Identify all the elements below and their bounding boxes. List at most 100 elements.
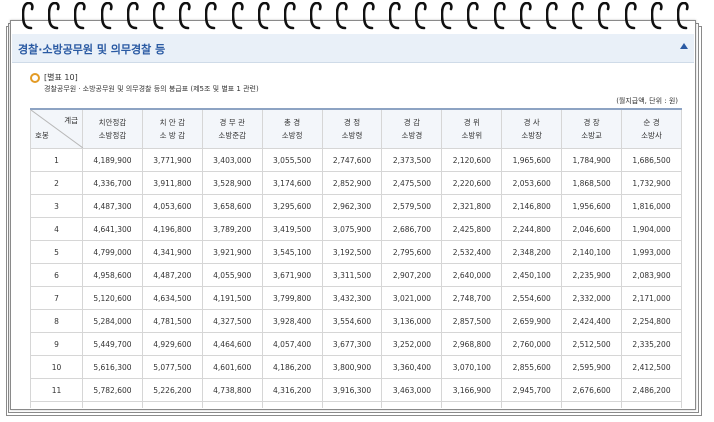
table-row: 5 4,799,000 4,341,900 3,921,900 3,545,100 3,1… — [30, 240, 682, 264]
salary-cell: 4,341,900 — [141, 240, 203, 264]
salary-cell: 4,929,600 — [141, 332, 203, 356]
binder-ring-icon — [179, 2, 191, 30]
binder-ring-icon — [153, 2, 165, 30]
fire-grade-label: 소 방 감 — [159, 131, 186, 140]
step-cell: 3 — [30, 194, 83, 218]
salary-cell: 2,424,400 — [561, 309, 623, 333]
salary-cell: 4,189,900 — [82, 148, 143, 172]
salary-cell: 4,881,100 — [201, 401, 263, 408]
step-cell: 6 — [30, 263, 83, 287]
police-grade-label: 경 위 — [463, 118, 480, 127]
salary-cell: 3,034,300 — [501, 401, 563, 408]
binder-ring-icon — [415, 2, 427, 30]
binder-ring-icon — [310, 2, 322, 30]
binder-ring-icon — [519, 2, 532, 30]
table-row: 6 4,958,600 4,487,200 4,055,900 3,671,900 3,3… — [30, 263, 682, 287]
diagonal-line — [31, 110, 83, 148]
fire-grade-label: 소방정감 — [98, 131, 127, 140]
step-cell: 7 — [30, 286, 83, 310]
salary-cell: 3,928,400 — [261, 309, 323, 333]
salary-cell: 4,191,500 — [201, 286, 263, 310]
binder-ring-icon — [493, 2, 506, 30]
salary-cell: 1,686,500 — [621, 148, 682, 172]
salary-cell: 2,425,800 — [441, 217, 503, 241]
salary-cell: 2,450,100 — [501, 263, 563, 287]
fire-grade-label: 소방교 — [581, 131, 602, 140]
table-row: 3 4,487,300 4,053,600 3,658,600 3,295,600 2,9… — [30, 194, 682, 218]
salary-cell: 3,252,000 — [381, 332, 443, 356]
corner-grade-label: 계급 — [64, 116, 78, 125]
salary-cell: 3,562,900 — [381, 401, 443, 408]
salary-cell: 1,868,500 — [561, 171, 623, 195]
salary-cell: 3,545,100 — [261, 240, 323, 264]
salary-cell: 2,852,900 — [321, 171, 383, 195]
binder-ring-icon — [100, 2, 113, 30]
salary-cell: 3,070,100 — [441, 355, 503, 379]
salary-cell: 5,077,500 — [141, 355, 203, 379]
police-grade-label: 치안정감 — [98, 118, 127, 127]
binder-ring-icon — [467, 2, 480, 30]
salary-cell: 2,686,700 — [381, 217, 443, 241]
salary-cell: 2,348,200 — [501, 240, 563, 264]
salary-cell: 1,732,900 — [621, 171, 682, 195]
binder-ring-icon — [362, 2, 375, 30]
binder-ring-icon — [598, 2, 611, 30]
binder-ring-icon — [22, 2, 34, 30]
salary-cell: 3,295,600 — [261, 194, 323, 218]
salary-cell: 1,993,000 — [621, 240, 682, 264]
table-row: 11 5,782,600 5,226,200 4,738,800 4,316,200 3,… — [30, 378, 682, 402]
salary-cell: 4,641,300 — [82, 217, 143, 241]
salary-cell: 2,512,500 — [561, 332, 623, 356]
salary-cell: 5,954,500 — [82, 401, 143, 408]
salary-cell: 2,532,400 — [441, 240, 503, 264]
table-row: 1 4,189,900 3,771,900 3,403,000 3,055,500 2,7… — [30, 148, 682, 172]
step-cell: 9 — [30, 332, 83, 356]
salary-cell: 4,316,200 — [261, 378, 323, 402]
binder-ring-icon — [284, 2, 296, 30]
salary-cell: 2,595,900 — [561, 355, 623, 379]
section-header[interactable]: 경찰·소방공무원 및 의무경찰 등 — [12, 34, 694, 63]
circle-bullet-icon — [30, 73, 40, 83]
police-grade-label: 경 장 — [583, 118, 600, 127]
binder-ring-icon — [48, 2, 60, 30]
binder-rings — [22, 0, 702, 32]
grade-header: 경 감 소방경 — [381, 108, 443, 149]
table-body: 1 4,189,900 3,771,900 3,403,000 3,055,500 2,7… — [30, 148, 682, 408]
step-cell: 2 — [30, 171, 83, 195]
fire-grade-label: 소방준감 — [218, 131, 247, 140]
step-cell: 10 — [30, 355, 83, 379]
salary-cell: 1,784,900 — [561, 148, 623, 172]
salary-cell: 4,601,600 — [201, 355, 263, 379]
salary-cell: 4,057,400 — [261, 332, 323, 356]
salary-cell: 2,146,800 — [501, 194, 563, 218]
salary-cell: 3,463,000 — [381, 378, 443, 402]
salary-cell: 2,945,700 — [501, 378, 563, 402]
salary-cell: 2,120,600 — [441, 148, 503, 172]
grade-header: 순 경 소방사 — [621, 108, 682, 149]
salary-cell: 3,658,600 — [201, 194, 263, 218]
salary-cell: 3,075,900 — [321, 217, 383, 241]
salary-cell: 3,528,900 — [201, 171, 263, 195]
salary-cell: 2,676,600 — [561, 378, 623, 402]
salary-cell: 4,487,200 — [141, 263, 203, 287]
table-panel: [별표 10] 경찰공무원ㆍ소방공무원 및 의무경찰 등의 봉급표 (제5조 및… — [20, 68, 686, 408]
salary-cell: 2,962,300 — [321, 194, 383, 218]
salary-cell: 2,053,600 — [501, 171, 563, 195]
salary-cell: 3,174,600 — [261, 171, 323, 195]
fire-grade-label: 소방령 — [341, 131, 363, 140]
salary-cell: 3,771,900 — [141, 148, 203, 172]
salary-cell: 2,659,900 — [501, 309, 563, 333]
salary-cell: 4,958,600 — [82, 263, 143, 287]
salary-cell: 2,171,000 — [621, 286, 682, 310]
binder-ring-icon — [205, 2, 218, 30]
salary-cell: 2,083,900 — [621, 263, 682, 287]
salary-cell: 2,579,500 — [381, 194, 443, 218]
salary-cell: 2,220,600 — [441, 171, 503, 195]
salary-cell: 5,782,600 — [82, 378, 143, 402]
caret-up-icon[interactable] — [680, 43, 688, 49]
salary-cell: 3,921,900 — [201, 240, 263, 264]
salary-cell: 4,053,600 — [141, 194, 203, 218]
